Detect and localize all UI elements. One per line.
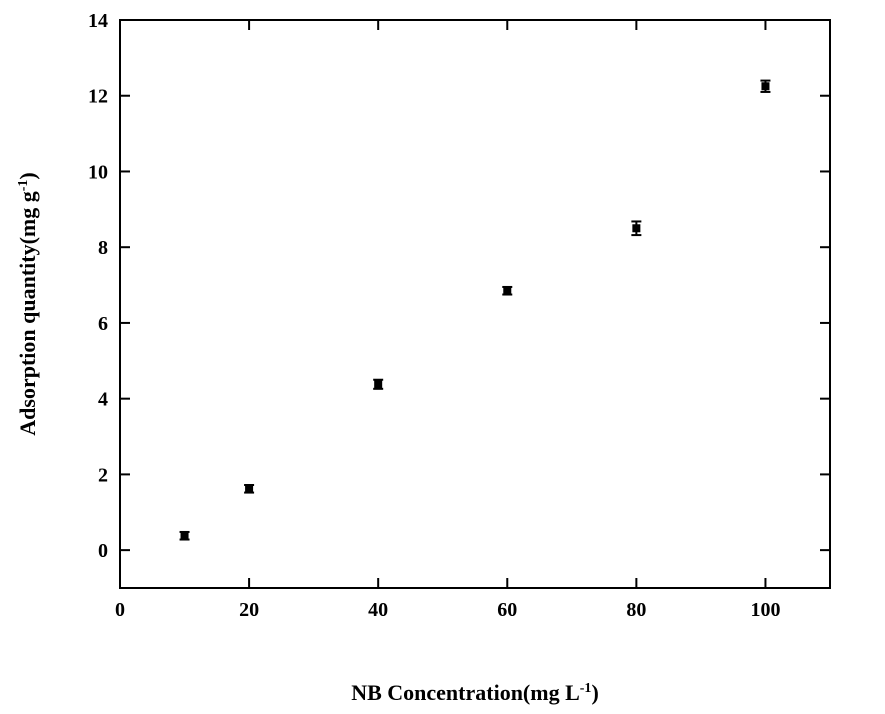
y-tick-label: 10: [88, 161, 108, 183]
y-tick-label: 4: [98, 389, 108, 411]
x-tick-label: 60: [497, 599, 517, 621]
y-tick-label: 2: [98, 464, 108, 486]
chart-container: 0 20 40 60 80 100 0 2 4 6 8 10 12 14 NB Concentration(…: [0, 0, 885, 714]
x-tick-label: 0: [115, 599, 125, 621]
y-tick-label: 8: [98, 237, 108, 259]
data-point: [180, 532, 190, 540]
x-axis-label: NB Concentration(mg L-1): [351, 680, 599, 705]
x-tick-label: 40: [368, 599, 388, 621]
y-tick-label: 14: [88, 10, 108, 32]
x-tick-label: 20: [239, 599, 259, 621]
data-point: [244, 485, 254, 493]
y-axis-label: Adsorption quantity(mg g-1): [15, 172, 40, 435]
chart-svg: 0 20 40 60 80 100 0 2 4 6 8 10 12 14 NB Concentration(…: [0, 0, 885, 714]
y-tick-label: 6: [98, 313, 108, 335]
data-point: [373, 380, 383, 389]
y-tick-label: 0: [98, 540, 108, 562]
x-tick-label: 100: [750, 599, 780, 621]
data-point: [760, 81, 770, 92]
y-tick-label: 12: [88, 86, 108, 108]
x-tick-label: 80: [626, 599, 646, 621]
data-point: [502, 287, 512, 295]
